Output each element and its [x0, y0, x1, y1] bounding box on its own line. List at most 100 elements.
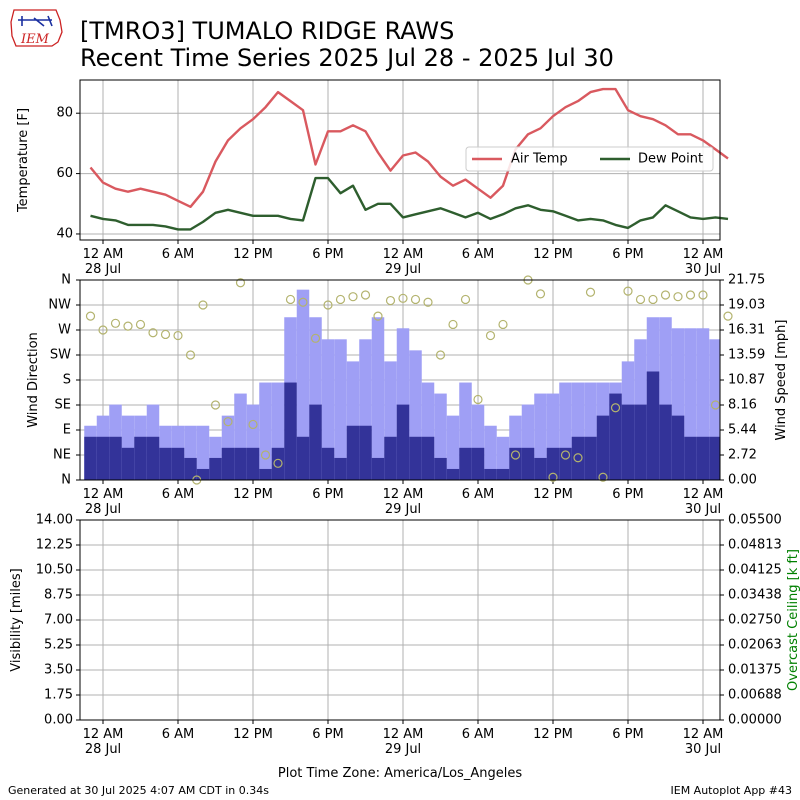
wind-speed-bar — [121, 447, 135, 480]
wind-speed-bar — [659, 404, 672, 480]
app-label: IEM Autoplot App #43 — [670, 784, 793, 797]
ceiling-tick-label: 0.02750 — [728, 613, 782, 628]
y-tick-label: 40 — [56, 226, 73, 241]
wind-speed-bar — [171, 447, 185, 480]
wind-speed-bar — [159, 447, 172, 480]
y-tick-label: 80 — [56, 106, 73, 121]
wind-speed-bar — [634, 404, 647, 480]
wind-speed-bar — [534, 457, 547, 480]
temperature-plot-frame — [79, 79, 721, 241]
direction-tick-label: S — [63, 373, 71, 388]
dew-point-line — [90, 176, 729, 231]
visibility-plot-frame — [79, 519, 721, 721]
wind-speed-bar — [234, 447, 247, 480]
wind-direction-point — [160, 329, 171, 340]
speed-tick-label: 13.59 — [728, 348, 765, 363]
x-tick-date-label: 29 Jul — [385, 262, 421, 277]
wind-direction-point — [123, 321, 133, 331]
x-tick-label: 12 PM — [533, 247, 573, 262]
y-tick-label: 60 — [56, 166, 73, 181]
visibility-tick-label: 7.00 — [44, 613, 73, 628]
x-tick-date-label: 28 Jul — [85, 262, 121, 277]
wind-speed-bar — [384, 436, 397, 480]
x-tick-label: 12 AM — [383, 727, 424, 742]
wind-speed-bar — [396, 404, 410, 480]
wind-speed-bar — [459, 447, 472, 480]
wind-speed-bar — [371, 457, 385, 480]
temperature-axis-label: Temperature [F] — [16, 108, 31, 213]
wind-direction-point — [135, 319, 146, 330]
wind-direction-point — [285, 294, 296, 305]
direction-tick-label: SW — [50, 348, 71, 363]
wind-direction-point — [448, 319, 458, 330]
ceiling-tick-label: 0.03438 — [728, 588, 782, 603]
wind-speed-bar — [496, 468, 510, 480]
wind-speed-bar — [284, 382, 297, 480]
wind-gust-bar — [259, 382, 272, 480]
x-tick-label: 6 AM — [462, 247, 495, 262]
wind-speed-bar — [334, 457, 347, 480]
chart-title: [TMRO3] TUMALO RIDGE RAWS — [80, 17, 455, 45]
chart-subtitle: Recent Time Series 2025 Jul 28 - 2025 Ju… — [80, 44, 614, 72]
wind-gust-bar — [196, 425, 210, 480]
direction-tick-label: SE — [55, 398, 71, 413]
x-tick-label: 12 PM — [233, 487, 273, 502]
x-tick-label: 12 PM — [533, 487, 573, 502]
x-tick-label: 12 AM — [683, 487, 724, 502]
wind-direction-point — [623, 286, 633, 296]
wind-speed-bar — [584, 436, 597, 480]
wind-speed-bar — [671, 415, 685, 480]
wind-direction-point — [698, 290, 708, 300]
x-tick-label: 12 PM — [233, 247, 273, 262]
visibility-axis-label: Visibility [miles] — [9, 568, 24, 671]
air-temp-line — [89, 87, 729, 209]
wind-speed-bar — [559, 447, 572, 480]
wind-speed-bar — [146, 436, 160, 480]
wind-gust-bar — [334, 339, 347, 480]
ceiling-tick-label: 0.05500 — [728, 513, 782, 528]
visibility-tick-label: 14.00 — [36, 513, 73, 528]
direction-tick-label: NW — [48, 298, 71, 313]
wind-speed-bar — [421, 436, 435, 480]
visibility-tick-label: 0.00 — [44, 713, 73, 728]
wind-gust-bar — [321, 339, 335, 480]
wind-speed-bar — [296, 436, 310, 480]
wind-speed-bar — [546, 447, 560, 480]
wind-direction-point — [573, 453, 583, 463]
wind-speed-bar — [596, 415, 610, 480]
ceiling-tick-label: 0.01375 — [728, 663, 782, 678]
wind-speed-bar — [571, 436, 585, 480]
ceiling-axis-label: Overcast Ceiling [k ft] — [786, 549, 800, 691]
wind-direction-point — [685, 290, 696, 300]
wind-speed-bar — [446, 468, 460, 480]
speed-tick-label: 21.75 — [728, 273, 765, 288]
x-tick-label: 6 PM — [312, 727, 343, 742]
x-tick-date-label: 30 Jul — [685, 502, 721, 517]
direction-tick-label: W — [58, 323, 71, 338]
speed-tick-label: 10.87 — [728, 373, 765, 388]
wind-direction-point — [598, 472, 608, 482]
wind-gust-bar — [484, 425, 497, 480]
wind-direction-point — [310, 333, 321, 343]
time-zone-axis-label: Plot Time Zone: America/Los_Angeles — [278, 766, 522, 781]
wind-speed-bar — [134, 436, 147, 480]
wind-speed-bar — [709, 436, 720, 480]
wind-direction-axis-label: Wind Direction — [26, 332, 41, 428]
wind-gust-bar — [296, 289, 310, 480]
wind-direction-point — [460, 294, 471, 305]
direction-tick-label: NE — [53, 448, 71, 463]
wind-direction-point — [223, 417, 233, 427]
wind-direction-point — [298, 297, 308, 307]
x-tick-date-label: 28 Jul — [85, 742, 121, 757]
x-tick-label: 6 AM — [162, 487, 195, 502]
wind-speed-bar — [221, 447, 235, 480]
x-tick-label: 12 AM — [83, 247, 124, 262]
iem-logo-icon: IEM — [10, 9, 63, 47]
wind-direction-point — [560, 450, 571, 460]
wind-speed-bar — [621, 404, 635, 480]
speed-tick-label: 16.31 — [728, 323, 765, 338]
speed-tick-label: 5.44 — [728, 423, 757, 438]
x-tick-label: 12 AM — [83, 487, 124, 502]
wind-direction-point — [473, 394, 483, 405]
